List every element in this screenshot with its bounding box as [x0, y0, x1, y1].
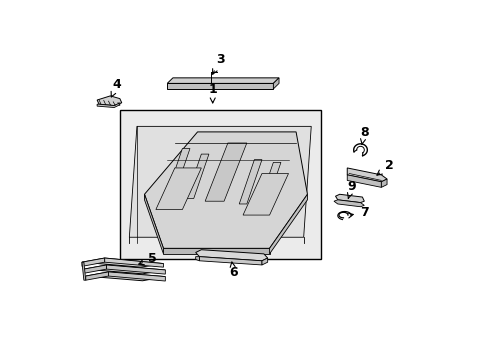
- Polygon shape: [273, 78, 279, 89]
- Polygon shape: [82, 258, 104, 266]
- Polygon shape: [239, 159, 262, 204]
- Polygon shape: [167, 84, 273, 89]
- Text: 2: 2: [376, 159, 392, 175]
- Polygon shape: [335, 194, 364, 203]
- Polygon shape: [163, 248, 269, 254]
- Polygon shape: [82, 262, 85, 280]
- Polygon shape: [97, 103, 120, 108]
- Polygon shape: [195, 257, 199, 261]
- Text: 5: 5: [139, 252, 156, 265]
- Text: 3: 3: [212, 53, 224, 74]
- Text: 8: 8: [359, 126, 368, 145]
- Polygon shape: [108, 272, 165, 281]
- Polygon shape: [129, 126, 311, 237]
- Polygon shape: [186, 154, 208, 198]
- Polygon shape: [333, 200, 364, 207]
- Polygon shape: [199, 257, 262, 265]
- Polygon shape: [167, 78, 279, 84]
- Polygon shape: [104, 258, 163, 267]
- Text: 4: 4: [111, 77, 122, 97]
- Polygon shape: [106, 265, 165, 274]
- Text: 1: 1: [208, 83, 217, 103]
- Polygon shape: [195, 250, 267, 261]
- Polygon shape: [84, 265, 106, 273]
- Polygon shape: [346, 168, 386, 182]
- Text: 6: 6: [229, 262, 237, 279]
- Polygon shape: [85, 272, 108, 280]
- Polygon shape: [381, 179, 386, 187]
- Polygon shape: [144, 194, 163, 254]
- Polygon shape: [262, 258, 267, 265]
- Polygon shape: [84, 265, 165, 274]
- Polygon shape: [205, 143, 246, 201]
- Polygon shape: [97, 96, 122, 105]
- Polygon shape: [156, 168, 201, 210]
- Text: 9: 9: [347, 180, 356, 198]
- Polygon shape: [243, 174, 288, 215]
- Polygon shape: [144, 132, 307, 248]
- Bar: [120, 110, 320, 260]
- Polygon shape: [346, 175, 381, 187]
- Text: 7: 7: [347, 206, 368, 219]
- Polygon shape: [167, 149, 189, 193]
- Polygon shape: [269, 194, 307, 254]
- Polygon shape: [258, 162, 280, 207]
- Polygon shape: [82, 258, 163, 267]
- Polygon shape: [85, 272, 165, 281]
